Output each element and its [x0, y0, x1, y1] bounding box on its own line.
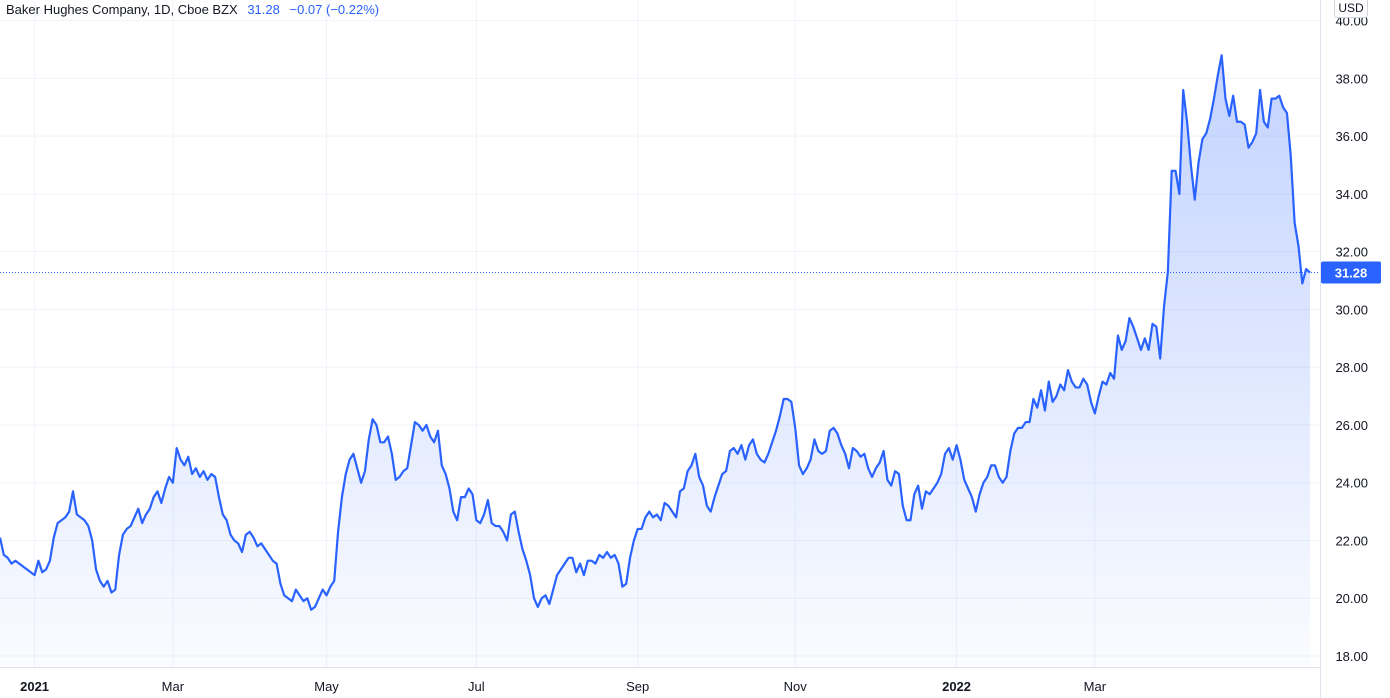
y-tick-label: 22.00	[1335, 533, 1368, 548]
y-tick-label: 38.00	[1335, 71, 1368, 86]
legend-price: 31.28	[247, 2, 280, 17]
y-tick-label: 24.00	[1335, 476, 1368, 491]
x-tick-label: Nov	[784, 679, 808, 694]
price-axis[interactable]: 18.00 20.00 22.00 24.00 26.00 28.00 30.00 32.00…	[1335, 14, 1368, 664]
last-price-label: 31.28	[1335, 265, 1368, 280]
y-tick-label: 20.00	[1335, 591, 1368, 606]
x-tick-label: Sep	[626, 679, 649, 694]
y-tick-label: 26.00	[1335, 418, 1368, 433]
y-tick-label: 34.00	[1335, 187, 1368, 202]
y-tick-label: 32.00	[1335, 245, 1368, 260]
x-tick-label: 2022	[942, 679, 971, 694]
x-tick-label: May	[314, 679, 339, 694]
price-area-fill	[0, 55, 1310, 668]
chart-legend[interactable]: Baker Hughes Company, 1D, Cboe BZX 31.28…	[6, 2, 379, 17]
y-tick-label: 18.00	[1335, 649, 1368, 664]
y-tick-label: 30.00	[1335, 302, 1368, 317]
last-price-badge: 31.28	[1321, 261, 1381, 284]
symbol-title[interactable]: Baker Hughes Company, 1D, Cboe BZX	[6, 2, 238, 17]
x-tick-label: Jul	[468, 679, 485, 694]
x-tick-label: 2021	[20, 679, 49, 694]
price-line	[0, 54, 1311, 611]
legend-change: −0.07 (−0.22%)	[289, 2, 380, 17]
y-tick-label: 28.00	[1335, 360, 1368, 375]
time-axis[interactable]: 2021 Mar May Jul Sep Nov 2022 Mar	[20, 679, 1107, 694]
x-tick-label: Mar	[162, 679, 185, 694]
y-tick-label: 36.00	[1335, 129, 1368, 144]
currency-button[interactable]: USD	[1334, 0, 1368, 18]
x-tick-label: Mar	[1084, 679, 1107, 694]
